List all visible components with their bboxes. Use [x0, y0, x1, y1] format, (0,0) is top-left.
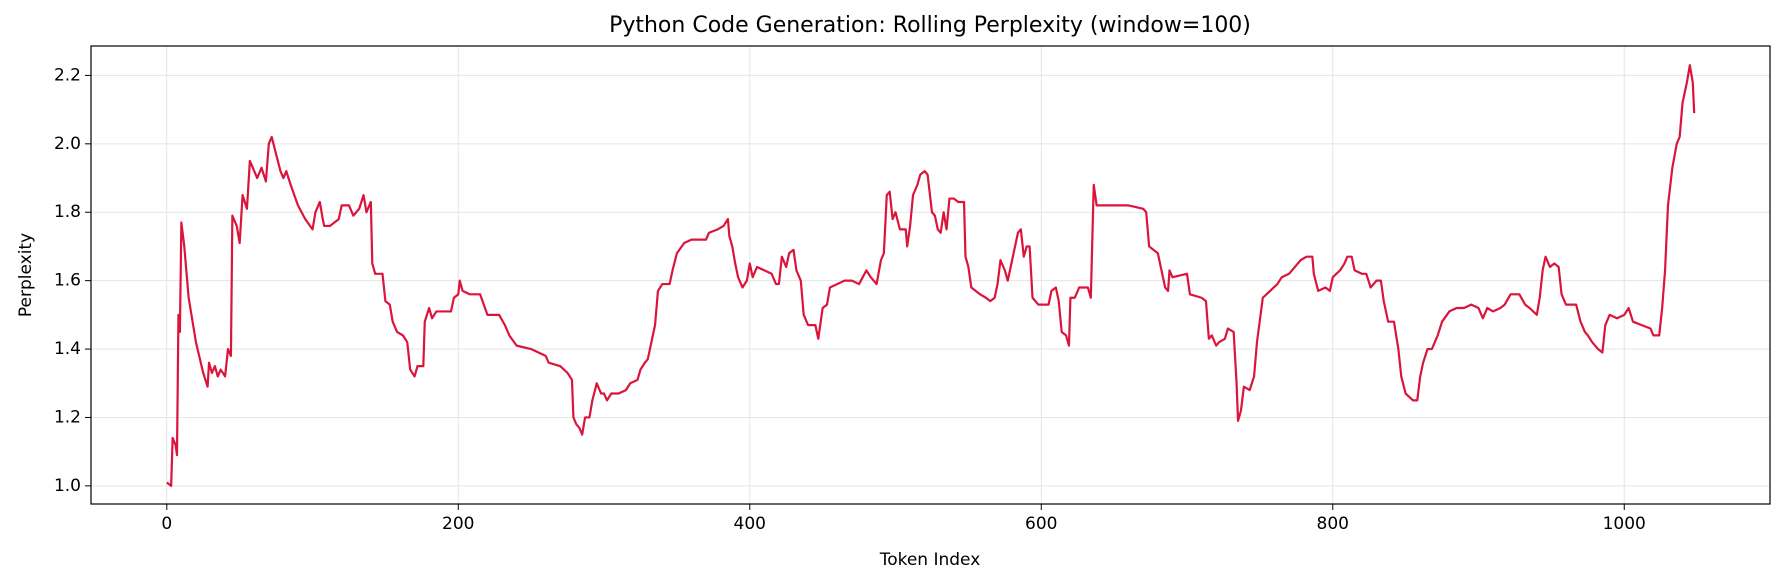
- chart-title: Python Code Generation: Rolling Perplexi…: [609, 13, 1251, 38]
- y-tick-label: 1.8: [54, 202, 81, 222]
- line-series: [166, 64, 1696, 487]
- x-tick-label: 800: [1317, 514, 1349, 534]
- x-tick-label: 600: [1025, 514, 1057, 534]
- x-tick-label: 400: [734, 514, 766, 534]
- y-tick-label: 2.2: [54, 65, 81, 85]
- x-tick-label: 0: [161, 514, 172, 534]
- plot-frame: [90, 45, 1771, 505]
- y-tick-label: 1.4: [54, 339, 81, 359]
- y-tick-label: 1.0: [54, 476, 81, 496]
- x-tick-label: 1000: [1603, 514, 1646, 534]
- y-tick-label: 1.6: [54, 271, 81, 291]
- y-tick-label: 2.0: [54, 134, 81, 154]
- x-tick-label: 200: [442, 514, 474, 534]
- y-tick-label: 1.2: [54, 407, 81, 427]
- y-axis-label: Perplexity: [16, 233, 36, 317]
- x-axis-label: Token Index: [879, 550, 981, 570]
